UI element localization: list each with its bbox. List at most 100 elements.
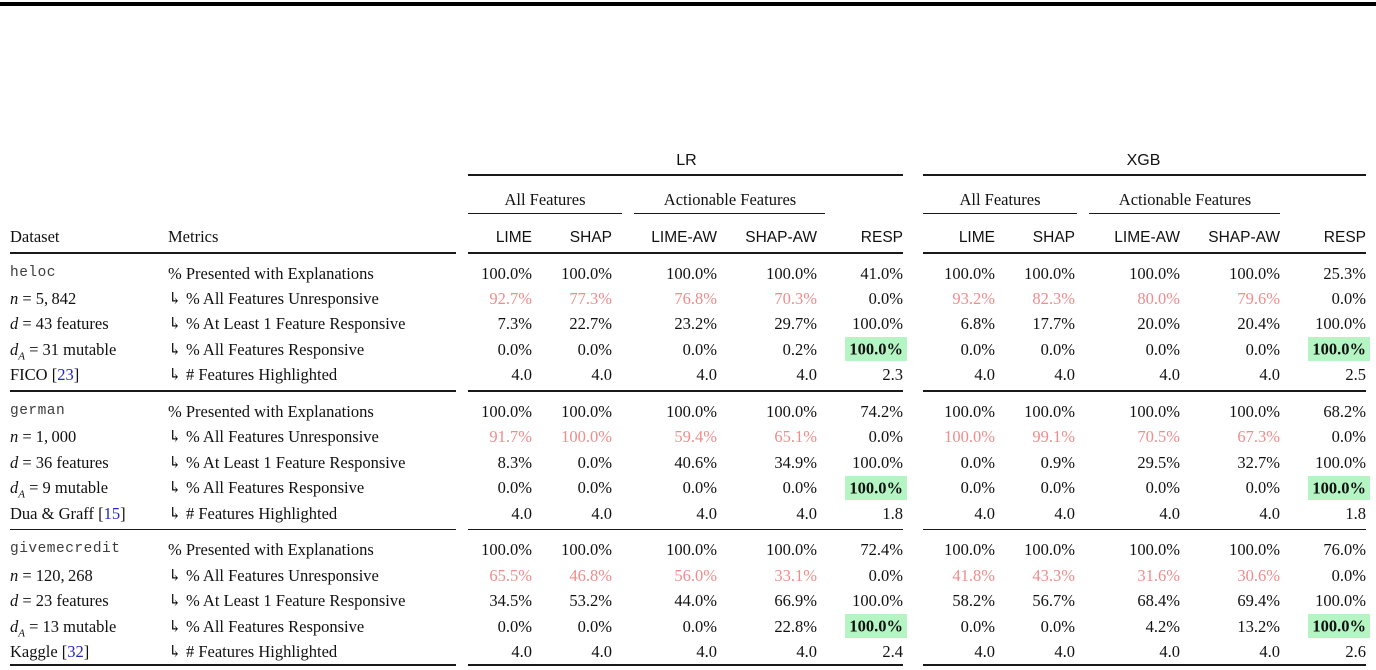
col-header-lime-aw-lr: LIME-AW (651, 229, 717, 246)
metric-value: 1.8 (1345, 503, 1366, 523)
metric-value: 4.0 (1259, 365, 1280, 385)
col-header-lime-lr: LIME (495, 229, 532, 246)
metric-value: 80.0% (1137, 288, 1180, 308)
dataset-mutable: dA = 13 mutable (10, 616, 117, 639)
citation-link[interactable]: 23 (57, 365, 74, 385)
metric-value: 20.4% (1237, 314, 1280, 334)
metric-label: ↳ % All Features Unresponsive (168, 427, 379, 447)
highlighted-value: 100.0% (845, 475, 907, 500)
metric-value: 0.0% (1040, 339, 1075, 359)
metric-value: 56.7% (1032, 591, 1075, 611)
dataset-source: Kaggle [32] (10, 641, 90, 661)
metric-label: ↳ # Features Highlighted (168, 365, 338, 385)
metric-value: 0.0% (960, 616, 995, 636)
metric-value: 0.9% (1040, 452, 1075, 472)
dataset-name: givemecredit (10, 541, 121, 558)
results-table: LR XGB All Features Actionable Features … (10, 148, 1370, 666)
subgroup-actionable-features-lr: Actionable Features (663, 189, 797, 209)
dataset-mutable: dA = 9 mutable (10, 478, 109, 501)
dataset-mutable: dA = 31 mutable (10, 339, 117, 362)
subgroup-all-features-xgb: All Features (959, 189, 1041, 209)
rule-under-actionable-features-lr (634, 212, 825, 214)
metric-label: % Presented with Explanations (168, 401, 374, 421)
col-header-lime-aw-xgb: LIME-AW (1114, 229, 1180, 246)
metric-value: 4.0 (1259, 503, 1280, 523)
metric-value: 77.3% (569, 288, 612, 308)
citation-link[interactable]: 32 (67, 641, 84, 661)
metric-value: 100.0% (852, 314, 903, 334)
model-group-label-xgb: XGB (1126, 152, 1161, 169)
dataset-source: FICO [23] (10, 365, 80, 385)
metric-value: 100.0% (1229, 401, 1280, 421)
metric-value: 0.0% (497, 616, 532, 636)
metric-value: 100.0% (852, 591, 903, 611)
dataset-source: Dua & Graff [15] (10, 503, 126, 523)
metric-value: 4.0 (511, 503, 532, 523)
metric-value: 100.0% (1129, 401, 1180, 421)
metric-value: 4.0 (1054, 365, 1075, 385)
section-rule-xgb-group (923, 528, 1366, 531)
metric-value: 0.0% (1040, 616, 1075, 636)
metric-value: 0.0% (497, 478, 532, 498)
metric-value: 100.0% (1024, 263, 1075, 283)
section-spacer (10, 530, 1366, 537)
metric-value: 100.0% (1315, 591, 1366, 611)
metric-value: 2.3 (882, 365, 903, 385)
subgroup-actionable-features-xgb: Actionable Features (1118, 189, 1252, 209)
highlighted-value: 100.0% (1308, 614, 1370, 639)
metric-value: 4.0 (591, 641, 612, 661)
metric-value: 0.0% (1331, 427, 1366, 447)
metric-value: 100.0% (817, 614, 907, 639)
metric-value: 4.0 (1159, 365, 1180, 385)
metric-value: 40.6% (674, 452, 717, 472)
metric-value: 22.7% (569, 314, 612, 334)
metric-value: 4.0 (511, 641, 532, 661)
metric-value: 0.0% (682, 478, 717, 498)
metric-value: 56.0% (674, 565, 717, 585)
metric-value: 2.5 (1345, 365, 1366, 385)
metric-value: 4.0 (1259, 641, 1280, 661)
metric-label: % Presented with Explanations (168, 540, 374, 560)
metric-value: 100.0% (1229, 540, 1280, 560)
metric-value: 67.3% (1237, 427, 1280, 447)
metric-value: 59.4% (674, 427, 717, 447)
metric-value: 82.3% (1032, 288, 1075, 308)
metric-value: 100.0% (561, 263, 612, 283)
metric-label: ↳ % All Features Responsive (168, 339, 365, 359)
col-header-shap-aw-lr: SHAP-AW (745, 229, 817, 246)
metric-value: 100.0% (481, 540, 532, 560)
metric-value: 0.0% (782, 478, 817, 498)
citation-link[interactable]: 15 (103, 503, 121, 523)
col-header-shap-aw-xgb: SHAP-AW (1208, 229, 1280, 246)
metric-value: 4.0 (796, 365, 817, 385)
metric-value: 58.2% (952, 591, 995, 611)
metric-value: 100.0% (817, 475, 907, 500)
metric-value: 23.2% (674, 314, 717, 334)
metric-value: 92.7% (489, 288, 532, 308)
metric-value: 1.8 (882, 503, 903, 523)
metric-value: 0.0% (868, 427, 903, 447)
table-top-rule (0, 2, 1376, 6)
metric-value: 0.0% (497, 339, 532, 359)
metric-value: 4.0 (1159, 503, 1180, 523)
metric-value: 6.8% (960, 314, 995, 334)
section-spacer (10, 254, 1366, 261)
col-header-resp-lr: RESP (860, 229, 903, 246)
section-rule-left (10, 664, 456, 666)
metric-value: 2.6 (1345, 641, 1366, 661)
metric-value: 100.0% (766, 401, 817, 421)
dataset-size: n = 120, 268 (10, 565, 93, 585)
metric-value: 4.0 (1054, 503, 1075, 523)
metric-value: 4.2% (1145, 616, 1180, 636)
metric-value: 33.1% (774, 565, 817, 585)
metric-value: 4.0 (591, 365, 612, 385)
metric-value: 53.2% (569, 591, 612, 611)
metric-label: ↳ % At Least 1 Feature Responsive (168, 314, 406, 334)
metric-value: 46.8% (569, 565, 612, 585)
metrics-column-header: Metrics (168, 227, 219, 246)
metric-value: 100.0% (766, 263, 817, 283)
metric-value: 4.0 (974, 641, 995, 661)
metric-value: 100.0% (561, 540, 612, 560)
metric-label: ↳ % All Features Responsive (168, 478, 365, 498)
metric-value: 100.0% (1024, 401, 1075, 421)
